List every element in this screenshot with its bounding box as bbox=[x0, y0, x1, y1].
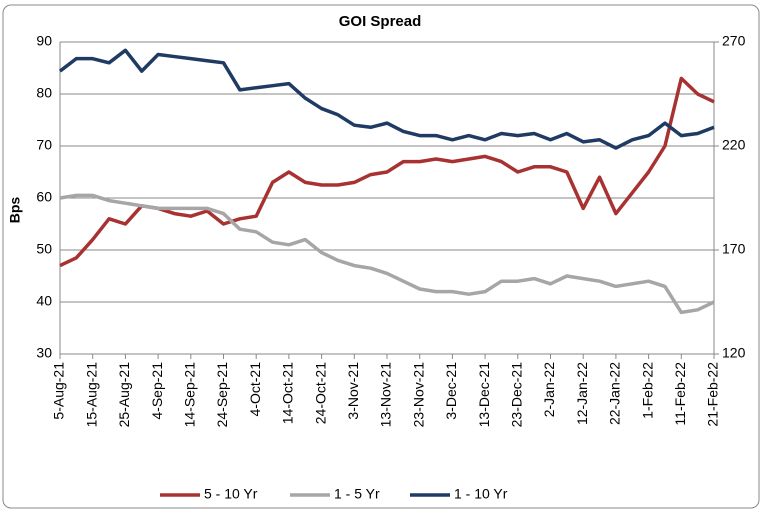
legend-label: 1 - 5 Yr bbox=[334, 486, 380, 502]
x-tick-label: 4-Oct-21 bbox=[247, 362, 263, 417]
x-tick-label: 24-Sep-21 bbox=[214, 362, 230, 428]
y-tick-label: 70 bbox=[36, 137, 52, 153]
x-tick-label: 22-Jan-22 bbox=[607, 362, 623, 425]
legend-label: 5 - 10 Yr bbox=[204, 486, 258, 502]
x-tick-label: 23-Nov-21 bbox=[410, 362, 426, 428]
x-tick-label: 13-Nov-21 bbox=[378, 362, 394, 428]
x-tick-label: 25-Aug-21 bbox=[116, 362, 132, 428]
y-tick-label: 60 bbox=[36, 189, 52, 205]
x-tick-label: 13-Dec-21 bbox=[476, 362, 492, 428]
x-tick-label: 11-Feb-22 bbox=[672, 362, 688, 426]
x-tick-label: 24-Oct-21 bbox=[312, 362, 328, 424]
x-tick-label: 12-Jan-22 bbox=[574, 362, 590, 425]
y2-tick-label: 220 bbox=[722, 137, 746, 153]
x-tick-label: 5-Aug-21 bbox=[51, 362, 67, 420]
legend-label: 1 - 10 Yr bbox=[454, 486, 508, 502]
y-axis-label: Bps bbox=[7, 197, 23, 224]
x-tick-label: 4-Sep-21 bbox=[149, 362, 165, 420]
y2-tick-label: 270 bbox=[722, 33, 746, 49]
x-tick-label: 3-Nov-21 bbox=[345, 362, 361, 420]
y2-tick-label: 120 bbox=[722, 345, 746, 361]
y-tick-label: 40 bbox=[36, 293, 52, 309]
x-tick-label: 3-Dec-21 bbox=[443, 362, 459, 420]
x-tick-label: 23-Dec-21 bbox=[509, 362, 525, 428]
x-tick-label: 1-Feb-22 bbox=[639, 362, 655, 419]
y-tick-label: 80 bbox=[36, 85, 52, 101]
y-tick-label: 50 bbox=[36, 241, 52, 257]
x-tick-label: 15-Aug-21 bbox=[83, 362, 99, 428]
series-line bbox=[59, 193, 715, 315]
x-tick-label: 14-Sep-21 bbox=[182, 362, 198, 428]
chart-border bbox=[2, 4, 760, 509]
x-tick-label: 14-Oct-21 bbox=[280, 362, 296, 424]
y2-tick-label: 170 bbox=[722, 241, 746, 257]
series-line bbox=[59, 76, 715, 268]
chart-title: GOI Spread bbox=[339, 13, 422, 30]
y-tick-label: 90 bbox=[36, 33, 52, 49]
y-tick-label: 30 bbox=[36, 345, 52, 361]
x-tick-label: 21-Feb-22 bbox=[705, 362, 721, 427]
series-line bbox=[58, 48, 715, 150]
x-tick-label: 2-Jan-22 bbox=[541, 362, 557, 417]
